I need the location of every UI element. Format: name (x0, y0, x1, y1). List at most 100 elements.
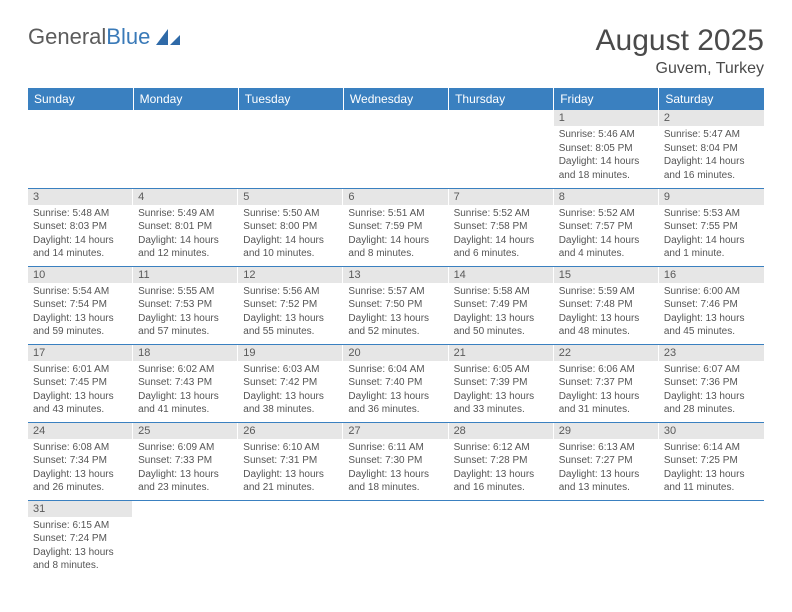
calendar-cell: 21Sunrise: 6:05 AMSunset: 7:39 PMDayligh… (449, 344, 554, 422)
day-details: Sunrise: 6:15 AMSunset: 7:24 PMDaylight:… (28, 517, 133, 577)
sunrise-text: Sunrise: 5:55 AM (138, 285, 233, 299)
calendar-cell: 2Sunrise: 5:47 AMSunset: 8:04 PMDaylight… (659, 110, 764, 188)
calendar-cell (449, 110, 554, 188)
sunrise-text: Sunrise: 5:51 AM (348, 207, 443, 221)
calendar-cell (28, 110, 133, 188)
sunrise-text: Sunrise: 6:09 AM (138, 441, 233, 455)
calendar-cell (659, 500, 764, 578)
day-number (343, 110, 448, 114)
day-number: 30 (659, 423, 764, 439)
calendar-cell: 24Sunrise: 6:08 AMSunset: 7:34 PMDayligh… (28, 422, 133, 500)
day-number: 7 (449, 189, 554, 205)
calendar-cell: 1Sunrise: 5:46 AMSunset: 8:05 PMDaylight… (554, 110, 659, 188)
sunrise-text: Sunrise: 5:59 AM (559, 285, 654, 299)
day-header: Monday (133, 88, 238, 110)
calendar-row: 17Sunrise: 6:01 AMSunset: 7:45 PMDayligh… (28, 344, 764, 422)
sunset-text: Sunset: 7:52 PM (243, 298, 338, 312)
day-number (133, 110, 238, 114)
sunrise-text: Sunrise: 6:13 AM (559, 441, 654, 455)
day-details: Sunrise: 5:59 AMSunset: 7:48 PMDaylight:… (554, 283, 659, 343)
sunrise-text: Sunrise: 5:48 AM (33, 207, 128, 221)
daylight-text: Daylight: 14 hours and 6 minutes. (454, 234, 549, 261)
day-details: Sunrise: 5:50 AMSunset: 8:00 PMDaylight:… (238, 205, 343, 265)
calendar-cell: 15Sunrise: 5:59 AMSunset: 7:48 PMDayligh… (554, 266, 659, 344)
day-details: Sunrise: 5:53 AMSunset: 7:55 PMDaylight:… (659, 205, 764, 265)
day-number (449, 501, 554, 505)
daylight-text: Daylight: 13 hours and 55 minutes. (243, 312, 338, 339)
calendar-row: 31Sunrise: 6:15 AMSunset: 7:24 PMDayligh… (28, 500, 764, 578)
sunrise-text: Sunrise: 6:07 AM (664, 363, 759, 377)
calendar-cell: 29Sunrise: 6:13 AMSunset: 7:27 PMDayligh… (554, 422, 659, 500)
sunrise-text: Sunrise: 6:06 AM (559, 363, 654, 377)
sunrise-text: Sunrise: 6:04 AM (348, 363, 443, 377)
sunset-text: Sunset: 7:55 PM (664, 220, 759, 234)
daylight-text: Daylight: 14 hours and 1 minute. (664, 234, 759, 261)
calendar-cell (133, 500, 238, 578)
calendar-cell: 31Sunrise: 6:15 AMSunset: 7:24 PMDayligh… (28, 500, 133, 578)
daylight-text: Daylight: 13 hours and 31 minutes. (559, 390, 654, 417)
day-details: Sunrise: 6:12 AMSunset: 7:28 PMDaylight:… (449, 439, 554, 499)
sunset-text: Sunset: 7:33 PM (138, 454, 233, 468)
calendar-cell: 26Sunrise: 6:10 AMSunset: 7:31 PMDayligh… (238, 422, 343, 500)
day-number: 25 (133, 423, 238, 439)
day-details: Sunrise: 5:56 AMSunset: 7:52 PMDaylight:… (238, 283, 343, 343)
day-number: 31 (28, 501, 133, 517)
day-header: Tuesday (238, 88, 343, 110)
sunrise-text: Sunrise: 5:46 AM (559, 128, 654, 142)
sunrise-text: Sunrise: 5:58 AM (454, 285, 549, 299)
month-title: August 2025 (596, 24, 764, 58)
day-number: 2 (659, 110, 764, 126)
day-number (449, 110, 554, 114)
calendar-cell: 18Sunrise: 6:02 AMSunset: 7:43 PMDayligh… (133, 344, 238, 422)
calendar-cell: 12Sunrise: 5:56 AMSunset: 7:52 PMDayligh… (238, 266, 343, 344)
calendar-cell: 11Sunrise: 5:55 AMSunset: 7:53 PMDayligh… (133, 266, 238, 344)
daylight-text: Daylight: 13 hours and 11 minutes. (664, 468, 759, 495)
logo: GeneralBlue (28, 24, 182, 50)
day-number (343, 501, 448, 505)
daylight-text: Daylight: 13 hours and 16 minutes. (454, 468, 549, 495)
daylight-text: Daylight: 13 hours and 41 minutes. (138, 390, 233, 417)
day-details: Sunrise: 5:47 AMSunset: 8:04 PMDaylight:… (659, 126, 764, 186)
day-number: 28 (449, 423, 554, 439)
day-details: Sunrise: 5:52 AMSunset: 7:58 PMDaylight:… (449, 205, 554, 265)
calendar-table: Sunday Monday Tuesday Wednesday Thursday… (28, 88, 764, 578)
calendar-cell (343, 110, 448, 188)
day-number (238, 501, 343, 505)
day-number: 8 (554, 189, 659, 205)
day-number: 3 (28, 189, 133, 205)
calendar-row: 24Sunrise: 6:08 AMSunset: 7:34 PMDayligh… (28, 422, 764, 500)
day-number: 17 (28, 345, 133, 361)
day-details: Sunrise: 6:13 AMSunset: 7:27 PMDaylight:… (554, 439, 659, 499)
day-details: Sunrise: 6:04 AMSunset: 7:40 PMDaylight:… (343, 361, 448, 421)
day-details: Sunrise: 5:54 AMSunset: 7:54 PMDaylight:… (28, 283, 133, 343)
day-details: Sunrise: 6:09 AMSunset: 7:33 PMDaylight:… (133, 439, 238, 499)
calendar-cell: 23Sunrise: 6:07 AMSunset: 7:36 PMDayligh… (659, 344, 764, 422)
sunrise-text: Sunrise: 6:14 AM (664, 441, 759, 455)
day-details: Sunrise: 5:49 AMSunset: 8:01 PMDaylight:… (133, 205, 238, 265)
sunset-text: Sunset: 7:37 PM (559, 376, 654, 390)
day-number: 22 (554, 345, 659, 361)
sunset-text: Sunset: 7:59 PM (348, 220, 443, 234)
calendar-cell (133, 110, 238, 188)
day-number: 19 (238, 345, 343, 361)
sunset-text: Sunset: 7:54 PM (33, 298, 128, 312)
daylight-text: Daylight: 13 hours and 21 minutes. (243, 468, 338, 495)
sunset-text: Sunset: 7:39 PM (454, 376, 549, 390)
calendar-cell (238, 500, 343, 578)
calendar-cell: 20Sunrise: 6:04 AMSunset: 7:40 PMDayligh… (343, 344, 448, 422)
sunrise-text: Sunrise: 6:11 AM (348, 441, 443, 455)
sunset-text: Sunset: 7:40 PM (348, 376, 443, 390)
day-number: 5 (238, 189, 343, 205)
calendar-cell: 9Sunrise: 5:53 AMSunset: 7:55 PMDaylight… (659, 188, 764, 266)
calendar-cell: 22Sunrise: 6:06 AMSunset: 7:37 PMDayligh… (554, 344, 659, 422)
sunset-text: Sunset: 7:31 PM (243, 454, 338, 468)
day-header: Sunday (28, 88, 133, 110)
day-details: Sunrise: 6:06 AMSunset: 7:37 PMDaylight:… (554, 361, 659, 421)
calendar-row: 1Sunrise: 5:46 AMSunset: 8:05 PMDaylight… (28, 110, 764, 188)
sunset-text: Sunset: 7:34 PM (33, 454, 128, 468)
calendar-cell: 25Sunrise: 6:09 AMSunset: 7:33 PMDayligh… (133, 422, 238, 500)
sunrise-text: Sunrise: 6:05 AM (454, 363, 549, 377)
daylight-text: Daylight: 14 hours and 16 minutes. (664, 155, 759, 182)
daylight-text: Daylight: 13 hours and 28 minutes. (664, 390, 759, 417)
calendar-cell: 5Sunrise: 5:50 AMSunset: 8:00 PMDaylight… (238, 188, 343, 266)
